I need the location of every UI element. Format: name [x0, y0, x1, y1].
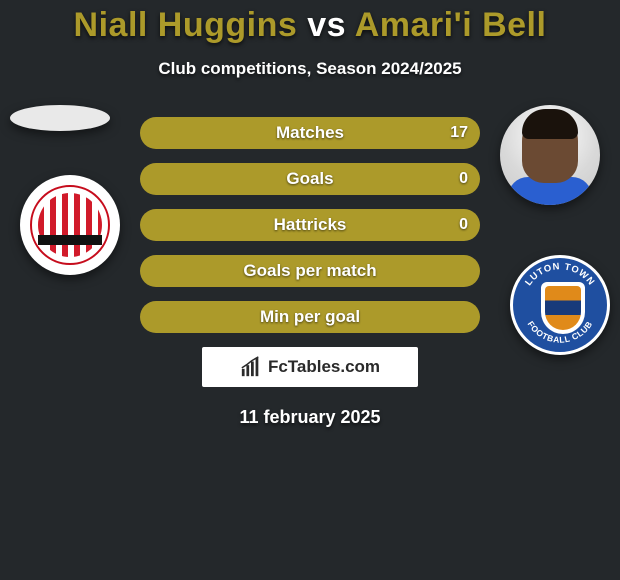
stat-bar: Goals per match	[140, 255, 480, 287]
stat-bar: Matches17	[140, 117, 480, 149]
player2-avatar	[500, 105, 600, 205]
comparison-container: LUTON TOWN FOOTBALL CLUB Matches17Goals0…	[0, 117, 620, 333]
player1-name: Niall Huggins	[74, 6, 298, 44]
player2-club-badge: LUTON TOWN FOOTBALL CLUB	[510, 255, 610, 355]
date-text: 11 february 2025	[0, 407, 620, 428]
stat-bar-value-right: 17	[450, 117, 468, 149]
player1-club-badge	[20, 175, 120, 275]
stat-bar: Min per goal	[140, 301, 480, 333]
stat-bar-label: Matches	[140, 117, 480, 149]
page-title: Niall Huggins vs Amari'i Bell	[0, 0, 620, 45]
stat-bars: Matches17Goals0Hattricks0Goals per match…	[140, 117, 480, 333]
player2-name: Amari'i Bell	[355, 6, 547, 44]
subtitle: Club competitions, Season 2024/2025	[0, 59, 620, 79]
stat-bar-value-right: 0	[459, 163, 468, 195]
vs-text: vs	[307, 6, 346, 44]
stat-bar-value-right: 0	[459, 209, 468, 241]
branding-badge: FcTables.com	[202, 347, 418, 387]
stat-bar: Hattricks0	[140, 209, 480, 241]
player1-avatar	[10, 105, 110, 131]
chart-icon	[240, 356, 262, 378]
stat-bar: Goals0	[140, 163, 480, 195]
stat-bar-label: Hattricks	[140, 209, 480, 241]
branding-text: FcTables.com	[268, 357, 380, 377]
stat-bar-label: Min per goal	[140, 301, 480, 333]
stat-bar-label: Goals	[140, 163, 480, 195]
stat-bar-label: Goals per match	[140, 255, 480, 287]
